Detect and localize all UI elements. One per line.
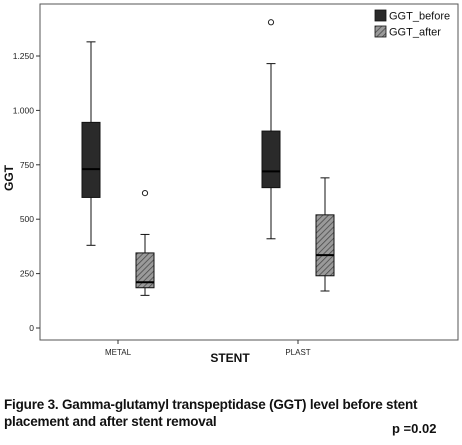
box-GGT_before-METAL (81, 41, 101, 246)
box-iqr (81, 121, 101, 198)
outlier-point (267, 19, 275, 26)
x-tick-label: METAL (105, 348, 132, 357)
box-iqr (135, 252, 155, 289)
box-GGT_after-PLAST (315, 177, 335, 292)
y-axis-label: GGT (2, 164, 16, 191)
legend-swatch-GGT_before (374, 9, 387, 22)
x-tick-label: PLAST (285, 348, 310, 357)
x-axis-label: STENT (210, 351, 250, 365)
y-tick-label: 0 (29, 323, 34, 333)
y-tick-label: 750 (20, 160, 34, 170)
y-tick-label: 1.000 (13, 105, 35, 115)
outlier-point (141, 189, 149, 197)
plot-area (39, 3, 459, 341)
box-iqr (315, 214, 335, 277)
y-axis: 0 250 500 750 1.000 1.250 (13, 51, 40, 333)
y-tick-label: 500 (20, 214, 34, 224)
boxplot-chart: 0 250 500 750 1.000 1.250 METAL PLAST GGT_befo… (2, 3, 459, 365)
legend-swatch-GGT_after (374, 25, 387, 38)
box-GGT_after-METAL (135, 189, 155, 296)
box-iqr (261, 130, 281, 189)
x-axis: METAL PLAST (105, 340, 311, 357)
y-tick-label: 250 (20, 269, 34, 279)
box-GGT_before-PLAST (261, 19, 281, 240)
legend-label-GGT_after: GGT_after (389, 27, 441, 39)
p-value: p =0.02 (392, 421, 437, 436)
legend: GGT_before GGT_after (374, 9, 450, 39)
legend-label-GGT_before: GGT_before (389, 11, 450, 23)
figure-caption: Figure 3. Gamma-glutamyl transpeptidase … (4, 397, 418, 429)
boxes-layer (81, 19, 335, 296)
y-tick-label: 1.250 (13, 51, 35, 61)
